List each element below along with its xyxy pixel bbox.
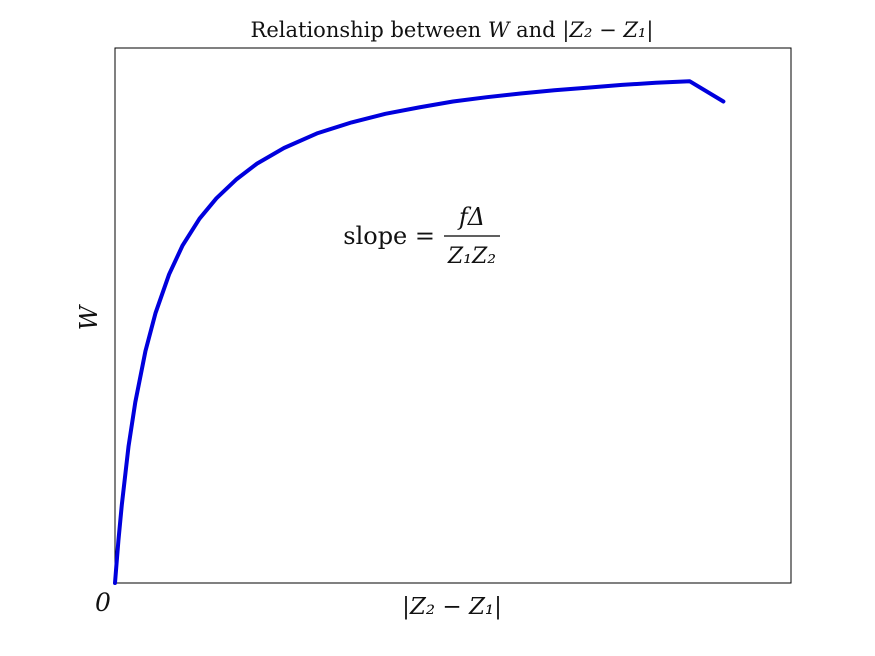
title-var-a: W	[488, 18, 512, 42]
chart-title: Relationship between W and |Z₂ − Z₁|	[251, 18, 654, 43]
title-text: Relationship between	[251, 18, 482, 42]
origin-label: 0	[95, 588, 111, 617]
annotation-numerator: fΔ	[457, 203, 485, 231]
x-axis-label: |Z₂ − Z₁|	[402, 594, 502, 620]
title-conj: and	[516, 18, 556, 42]
title-var-b: |Z₂ − Z₁|	[562, 18, 653, 43]
slope-annotation: slope = fΔ Z₁Z₂	[343, 203, 500, 269]
plot-frame	[114, 47, 792, 584]
y-axis-label: W	[75, 303, 103, 330]
series-line	[113, 79, 726, 585]
annotation-denominator: Z₁Z₂	[447, 244, 496, 269]
annotation-lhs: slope =	[343, 222, 435, 250]
